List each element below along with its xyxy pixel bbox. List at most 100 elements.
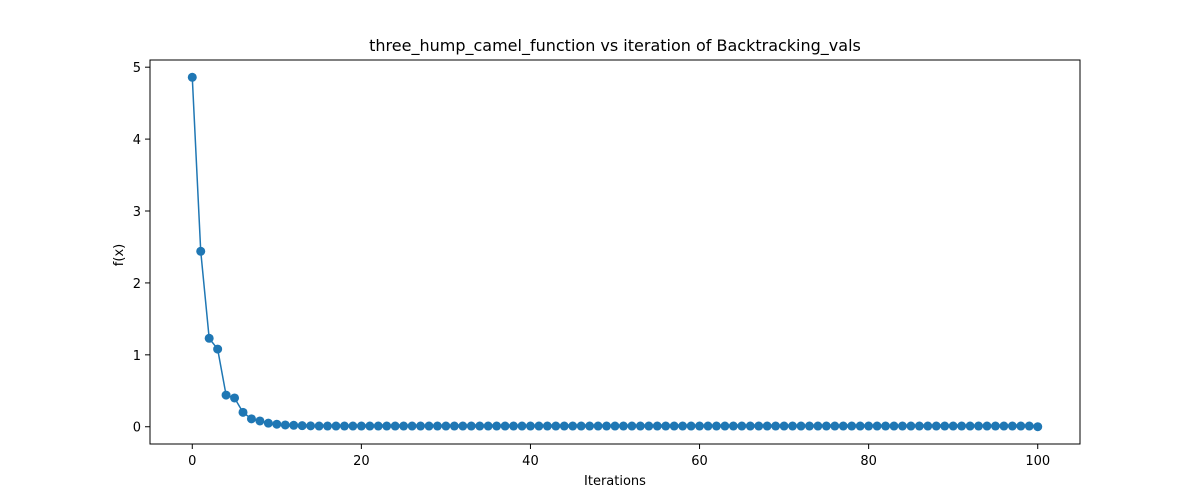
data-point (965, 421, 975, 431)
x-tick-label: 40 (522, 454, 539, 469)
data-point (906, 421, 916, 431)
plot-frame (149, 59, 1081, 445)
data-point (779, 421, 789, 431)
data-point (407, 421, 417, 431)
data-point (365, 421, 375, 431)
data-point (990, 421, 1000, 431)
y-tick-label: 3 (133, 205, 141, 220)
data-point (610, 421, 620, 431)
data-point (618, 421, 628, 431)
data-point (855, 421, 865, 431)
data-point (796, 421, 806, 431)
data-point (297, 421, 307, 431)
data-point (745, 421, 755, 431)
data-point (762, 421, 772, 431)
data-point (897, 421, 907, 431)
data-point (1024, 421, 1034, 431)
data-point (771, 421, 781, 431)
data-point (948, 421, 958, 431)
data-point (196, 246, 206, 256)
data-point (373, 421, 383, 431)
y-tick-label: 4 (133, 133, 141, 148)
data-point (881, 421, 891, 431)
data-point (957, 421, 967, 431)
data-point (449, 421, 459, 431)
data-point (847, 421, 857, 431)
data-point (475, 421, 485, 431)
data-point (492, 421, 502, 431)
data-point (517, 421, 527, 431)
data-point (356, 421, 366, 431)
data-point (213, 344, 223, 354)
data-point (821, 421, 831, 431)
data-point (432, 421, 442, 431)
y-tick-label: 1 (133, 349, 141, 364)
data-point (695, 421, 705, 431)
data-point (187, 72, 197, 82)
x-tick-label: 20 (353, 454, 370, 469)
data-point (627, 421, 637, 431)
x-tick-label: 60 (691, 454, 708, 469)
data-point (221, 390, 231, 400)
data-point (593, 421, 603, 431)
y-axis-label: f(x) (112, 244, 127, 266)
data-point (382, 421, 392, 431)
data-point (483, 421, 493, 431)
data-point (931, 421, 941, 431)
data-point (390, 421, 400, 431)
data-point (1016, 421, 1026, 431)
data-point (204, 333, 214, 343)
data-point (500, 421, 510, 431)
data-point (872, 421, 882, 431)
y-tick-label: 2 (133, 277, 141, 292)
data-point (466, 421, 476, 431)
data-point (923, 421, 933, 431)
data-point (728, 421, 738, 431)
data-point (982, 421, 992, 431)
data-point (399, 421, 409, 431)
data-point (669, 421, 679, 431)
data-point (838, 421, 848, 431)
data-point (1007, 421, 1017, 431)
data-point (940, 421, 950, 431)
x-tick-label: 80 (860, 454, 877, 469)
data-point (238, 407, 248, 417)
data-point (272, 419, 282, 429)
data-point (576, 421, 586, 431)
data-point (1033, 422, 1043, 432)
plot-area: 0 20 40 60 80 100 0 1 2 3 4 5 (133, 59, 1081, 469)
data-point (678, 421, 688, 431)
data-point (323, 421, 333, 431)
chart-title: three_hump_camel_function vs iteration o… (369, 36, 861, 56)
data-point (306, 421, 316, 431)
data-point (585, 421, 595, 431)
data-point (788, 421, 798, 431)
data-point (720, 421, 730, 431)
data-point (568, 421, 578, 431)
data-point (280, 420, 290, 430)
data-point (534, 421, 544, 431)
data-point (339, 421, 349, 431)
data-point (348, 421, 358, 431)
data-point (974, 421, 984, 431)
data-point (458, 421, 468, 431)
x-tick-label: 100 (1025, 454, 1050, 469)
data-point (314, 421, 324, 431)
data-point (914, 421, 924, 431)
data-point (661, 421, 671, 431)
x-axis-label: Iterations (584, 474, 646, 489)
data-point (686, 421, 696, 431)
data-point (864, 421, 874, 431)
data-point (416, 421, 426, 431)
data-point (703, 421, 713, 431)
data-point (331, 421, 341, 431)
data-point (441, 421, 451, 431)
data-point (424, 421, 434, 431)
data-point (509, 421, 519, 431)
data-point (602, 421, 612, 431)
y-tick-label: 5 (133, 61, 141, 76)
data-point (559, 421, 569, 431)
data-point (542, 421, 552, 431)
data-point (230, 393, 240, 403)
